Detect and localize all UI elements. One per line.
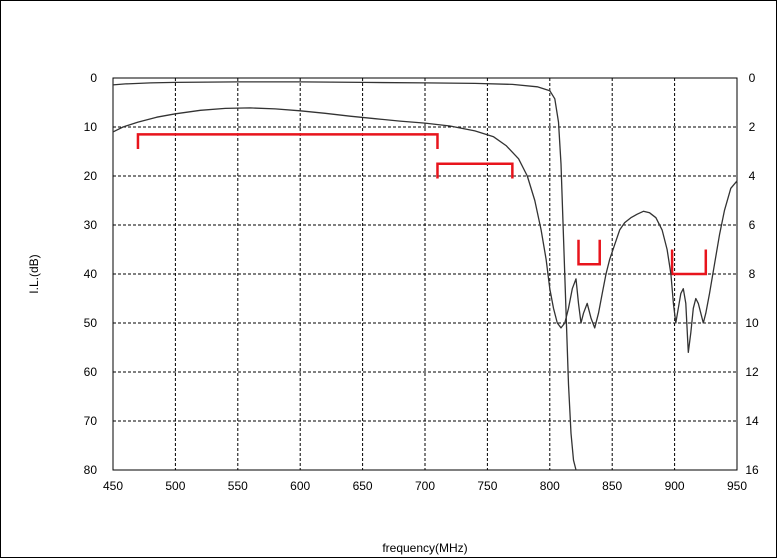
- y-tick-labels: 0 10 20 30 40 50 60 70 80: [84, 71, 98, 477]
- x-tick-label: 500: [165, 479, 185, 493]
- x-tick-label: 850: [602, 479, 622, 493]
- x-tick-label: 800: [540, 479, 560, 493]
- plot-area-border: [112, 77, 738, 471]
- y2-tick-label: 14: [745, 414, 759, 428]
- y2-tick-label: 16: [745, 463, 759, 477]
- y-tick-label: 0: [90, 71, 97, 85]
- spec-masks: [136, 133, 708, 276]
- x-tick-label: 450: [103, 479, 123, 493]
- y-tick-label: 80: [84, 463, 98, 477]
- x-tick-labels: 450 500 550 600 650 700 750 800 850 900 950: [103, 479, 747, 493]
- x-tick-label: 900: [665, 479, 685, 493]
- spec-mask-bracket: [670, 249, 708, 276]
- x-tick-label: 950: [727, 479, 747, 493]
- grid-lines: [113, 78, 737, 470]
- x-tick-label: 700: [415, 479, 435, 493]
- y-tick-label: 30: [84, 218, 98, 232]
- x-axis-title: frequency(MHz): [382, 541, 467, 555]
- spec-mask-bracket: [136, 133, 439, 150]
- x-tick-label: 750: [477, 479, 497, 493]
- y-tick-label: 70: [84, 414, 98, 428]
- y2-tick-label: 12: [745, 365, 759, 379]
- y-tick-label: 10: [84, 120, 98, 134]
- y2-tick-label: 0: [749, 71, 756, 85]
- data-curves: [112, 81, 738, 471]
- spec-mask-bracket: [436, 162, 514, 179]
- y2-tick-label: 8: [749, 267, 756, 281]
- y-tick-label: 50: [84, 316, 98, 330]
- spec-mask-bracket: [577, 239, 601, 266]
- y2-tick-label: 2: [749, 120, 756, 134]
- y2-tick-label: 4: [749, 169, 756, 183]
- passband-curve: [112, 81, 577, 471]
- y-tick-label: 40: [84, 267, 98, 281]
- y2-tick-label: 6: [749, 218, 756, 232]
- y2-tick-labels: 0 2 4 6 8 10 12 14 16: [745, 71, 759, 477]
- rejection-curve: [112, 107, 738, 354]
- y-tick-label: 60: [84, 365, 98, 379]
- y-axis-title: I.L.(dB): [27, 254, 41, 293]
- x-tick-label: 650: [353, 479, 373, 493]
- y2-tick-label: 10: [745, 316, 759, 330]
- x-tick-label: 550: [228, 479, 248, 493]
- y-tick-label: 20: [84, 169, 98, 183]
- x-tick-label: 600: [290, 479, 310, 493]
